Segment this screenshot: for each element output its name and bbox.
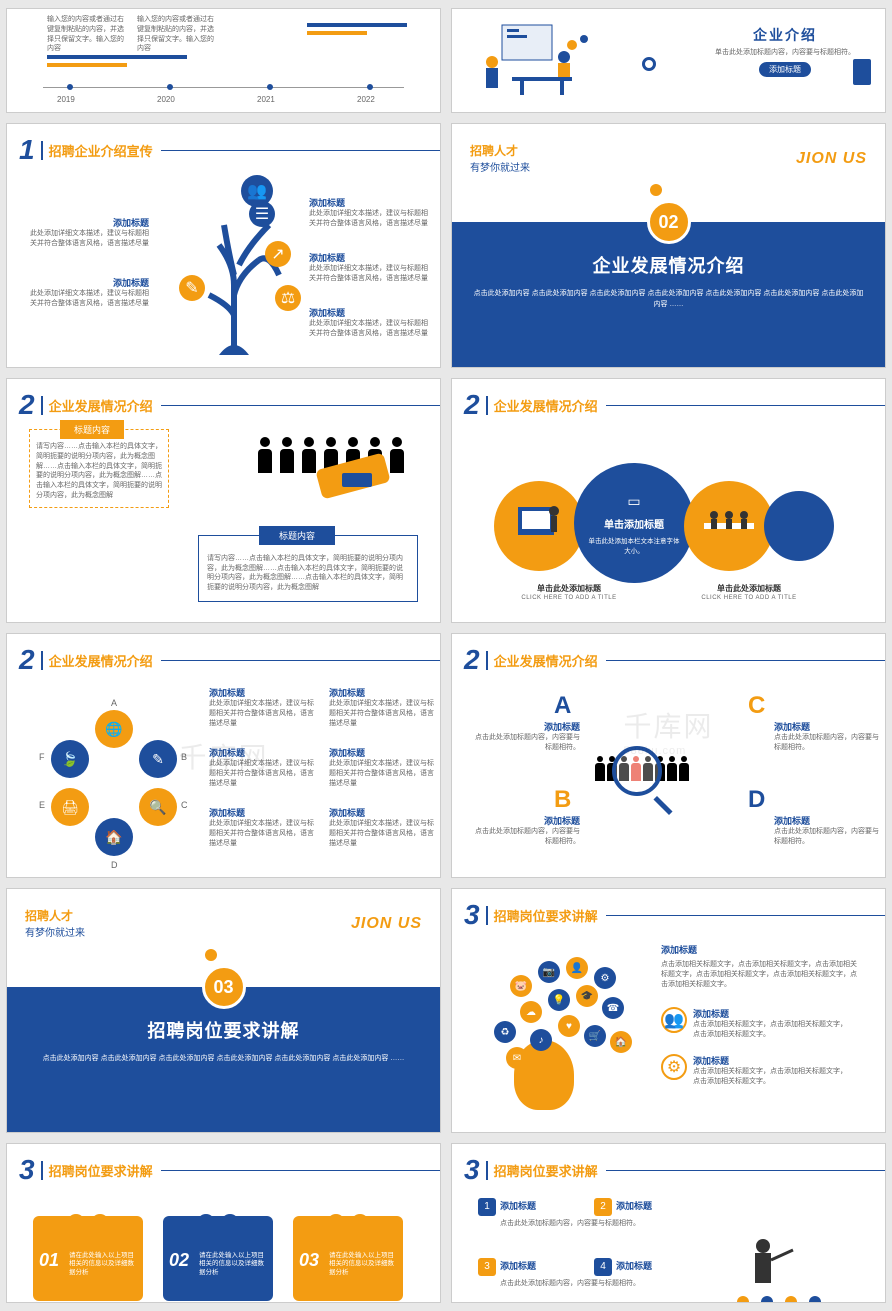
circle	[494, 481, 584, 571]
slide-timeline: 输入您的内容或者通过右键复制粘贴的内容，并选择只保留文字。输入您的内容 输入您的…	[6, 8, 441, 113]
letter: C	[748, 692, 765, 720]
card: 01请在此处输入以上项目相关的信息以及详细数据分析	[33, 1216, 143, 1301]
bubble-icon: ⚙	[594, 967, 616, 989]
ring-icon	[642, 57, 656, 71]
section-badge: 02	[647, 200, 691, 244]
section-desc: 点击此处添加内容 点击此处添加内容 点击此处添加内容 点击此处添加内容 点击此处…	[7, 1053, 440, 1064]
axis	[43, 87, 404, 88]
circle	[684, 481, 774, 571]
slide-section-3: 招聘人才 有梦你就过来 JION US 03 招聘岗位要求讲解 点击此处添加内容…	[6, 888, 441, 1133]
letter: A	[554, 692, 571, 720]
slide-company-intro: 企业介绍 单击此处添加标题内容，内容要与标题相符。 添加标题	[451, 8, 886, 113]
bar	[47, 55, 187, 59]
letter: D	[748, 786, 765, 814]
node-icon: ↗	[265, 241, 291, 267]
bubble-icon: 📷	[538, 961, 560, 983]
bubble-icon: ☎	[602, 997, 624, 1019]
title: 企业介绍	[705, 25, 865, 45]
bar	[307, 31, 367, 35]
magnifier-icon	[612, 746, 662, 796]
caption: 单击此处添加标题 CLICK HERE TO ADD A TITLE	[504, 583, 634, 602]
section-title: 招聘企业介绍宣传	[41, 141, 153, 160]
caption: 单击此处添加标题 CLICK HERE TO ADD A TITLE	[684, 583, 814, 602]
petal-icon: 🏠	[95, 818, 133, 856]
ring-icon: ⚙	[661, 1054, 687, 1080]
slide-tree: 1 招聘企业介绍宣传 ✎ ☰ ↗ 👥 ⚖ 添加标题此处添加详细文本描述，建议与标…	[6, 123, 441, 368]
bubble-icon: 🎓	[576, 985, 598, 1007]
list-item: 2添加标题	[594, 1196, 774, 1216]
right-column: 添加标题 点击添加相关标题文字，点击添加相关标题文字，点击添加相关标题文字，点击…	[661, 943, 861, 1087]
circle	[764, 491, 834, 561]
circle-center: ▭ 单击添加标题 单击此处添加本栏文本注意字体大小。	[574, 463, 694, 583]
card: 02请在此处输入以上项目相关的信息以及详细数据分析	[163, 1216, 273, 1301]
subtitle: 单击此处添加标题内容，内容要与标题相符。	[705, 48, 865, 58]
join-us: JION US	[796, 150, 867, 168]
section-title: 企业发展情况介绍	[452, 252, 885, 278]
intro-panel: 企业介绍 单击此处添加标题内容，内容要与标题相符。 添加标题	[705, 25, 865, 77]
bubble-icon: 💡	[548, 989, 570, 1011]
title-bar: 1 招聘企业介绍宣传	[7, 134, 440, 166]
add-title-button[interactable]: 添加标题	[759, 62, 811, 77]
node-icon: ✎	[179, 275, 205, 301]
bubble-icon: ♥	[558, 1015, 580, 1037]
box-header: 标题内容	[259, 526, 335, 545]
slide-abcd: 2企业发展情况介绍 A B C D 添加标题点击此处添加标题内容，内容要与标题相…	[451, 633, 886, 878]
tree-graphic: ✎ ☰ ↗ 👥 ⚖	[179, 165, 299, 355]
slide-people-select: 2企业发展情况介绍 标题内容 请写内容……点击输入本栏的具体文字，简明扼要的说明…	[6, 378, 441, 623]
bubble-icon: ♪	[530, 1029, 552, 1051]
illustration	[472, 17, 622, 97]
slide-section-2: 招聘人才 有梦你就过来 JION US 02 企业发展情况介绍 点击此处添加内容…	[451, 123, 886, 368]
bubble-icon: 🏠	[610, 1031, 632, 1053]
bubble-icon: ✉	[506, 1047, 528, 1069]
bar	[307, 23, 407, 27]
box-header: 标题内容	[60, 420, 124, 439]
card: 03请在此处输入以上项目相关的信息以及详细数据分析	[293, 1216, 403, 1301]
desc: 输入您的内容或者通过右键复制粘贴的内容，并选择只保留文字。输入您的内容	[137, 15, 217, 54]
text-box-2: 标题内容 请写内容……点击输入本栏的具体文字，简明扼要的说明分项内容，此为概念图…	[198, 535, 418, 602]
bubble-icon: 🐷	[510, 975, 532, 997]
bubble-icon: ♻	[494, 1021, 516, 1043]
text-box-1: 标题内容 请写内容……点击输入本栏的具体文字，简明扼要的说明分项内容，此为概念图…	[29, 429, 169, 508]
hand	[342, 473, 372, 487]
slide-circles: 2企业发展情况介绍 ▭ 单击添加标题 单击此处添加本栏文本注意字体大小。 单击此…	[451, 378, 886, 623]
section-desc: 点击此处添加内容 点击此处添加内容 点击此处添加内容 点击此处添加内容 点击此处…	[452, 288, 885, 310]
dot	[205, 949, 217, 961]
flower-diagram: 🌐 ✎ 🔍 🏠 🖨 🍃 A B C D E F	[39, 706, 189, 856]
petal-icon: ✎	[139, 740, 177, 778]
petal-icon: 🍃	[51, 740, 89, 778]
bubble-icon: 👤	[566, 957, 588, 979]
section-title: 招聘岗位要求讲解	[7, 1017, 440, 1043]
join-us: JION US	[351, 915, 422, 933]
dot	[650, 184, 662, 196]
slide-brain: 3招聘岗位要求讲解 ♻ ☁ 💡 🎓 ☎ 🐷 📷 👤 ⚙ ✉ ♪ ♥ 🛒 🏠 添加…	[451, 888, 886, 1133]
desc: 输入您的内容或者通过右键复制粘贴的内容，并选择只保留文字。输入您的内容	[47, 15, 127, 54]
section-num: 1	[7, 134, 41, 166]
slide-cards: 3招聘岗位要求讲解 01请在此处输入以上项目相关的信息以及详细数据分析 02请在…	[6, 1143, 441, 1303]
bubble-icon: 🛒	[584, 1025, 606, 1047]
bubble-icon: ☁	[520, 1001, 542, 1023]
phone-icon	[853, 59, 871, 85]
slide-numbered: 3招聘岗位要求讲解 1添加标题点击此处添加标题内容，内容要与标题相符。 2添加标…	[451, 1143, 886, 1303]
slide-flower: 2企业发展情况介绍 🌐 ✎ 🔍 🏠 🖨 🍃 A B C D E F 添加标题此处…	[6, 633, 441, 878]
petal-icon: 🌐	[95, 710, 133, 748]
section-badge: 03	[202, 965, 246, 1009]
node-icon: ⚖	[275, 285, 301, 311]
business-illustration	[723, 1226, 843, 1303]
node-icon: 👥	[241, 175, 273, 207]
petal-icon: 🔍	[139, 788, 177, 826]
letter: B	[554, 786, 571, 814]
bar	[47, 63, 127, 67]
ring-icon: 👥	[661, 1007, 687, 1033]
petal-icon: 🖨	[51, 788, 89, 826]
